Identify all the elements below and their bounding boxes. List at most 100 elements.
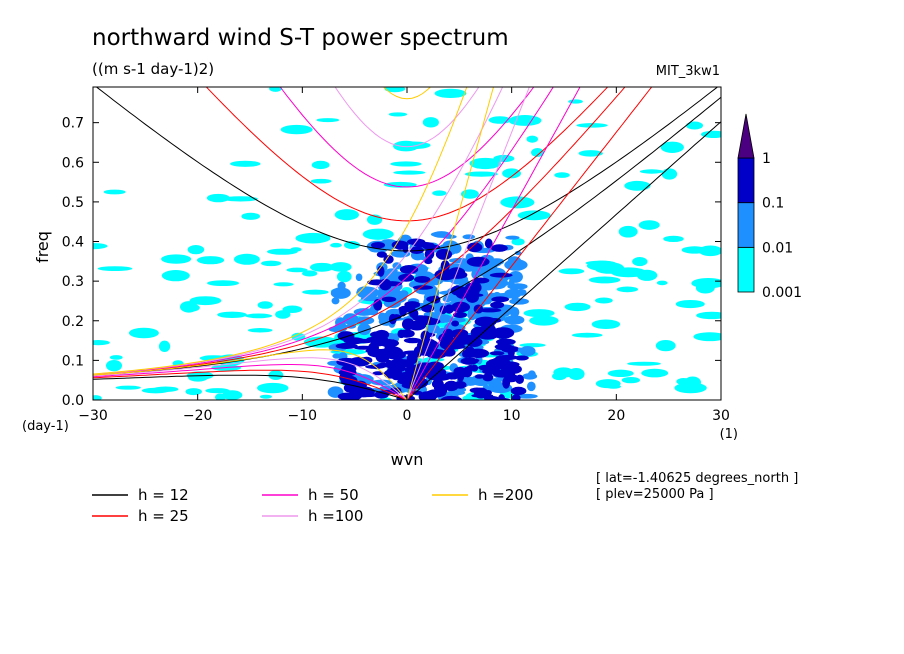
power-cell xyxy=(469,157,501,170)
power-cell xyxy=(523,309,555,318)
power-cell xyxy=(261,260,282,267)
dispersion-curve xyxy=(406,121,721,400)
power-cell xyxy=(93,395,102,400)
power-cell xyxy=(330,287,351,299)
power-cell xyxy=(564,302,591,312)
power-cell xyxy=(335,342,358,350)
power-cell xyxy=(624,180,651,191)
power-cell xyxy=(505,235,520,240)
power-cell xyxy=(503,366,521,372)
power-cell xyxy=(153,386,179,392)
x-tick-label: 10 xyxy=(503,408,521,424)
power-cell xyxy=(638,220,660,230)
power-cell xyxy=(377,265,385,277)
annotation-plev: [ plev=25000 Pa ] xyxy=(596,487,714,502)
power-cell xyxy=(474,316,497,327)
power-cell xyxy=(158,340,171,352)
power-cell xyxy=(223,196,258,202)
power-cell xyxy=(115,385,141,390)
power-cell xyxy=(259,394,272,399)
colorbar-swatch xyxy=(737,157,755,204)
power-cell xyxy=(257,382,289,394)
power-cell xyxy=(467,242,483,253)
power-cell xyxy=(230,160,261,167)
power-cell xyxy=(485,332,495,338)
power-cell xyxy=(401,350,424,355)
power-cell xyxy=(507,283,528,290)
legend-label: h = 25 xyxy=(138,507,189,525)
chart-title: northward wind S-T power spectrum xyxy=(92,25,509,51)
power-cell xyxy=(185,388,202,396)
dispersion-curve xyxy=(279,87,535,188)
dispersion-curve xyxy=(93,87,554,375)
power-cell xyxy=(383,369,399,379)
power-cell xyxy=(478,364,492,371)
power-cell xyxy=(632,256,648,267)
power-cell xyxy=(286,267,308,273)
dispersion-curve xyxy=(334,87,480,148)
power-cell xyxy=(196,256,225,265)
power-cell xyxy=(343,241,361,250)
power-cell xyxy=(464,171,498,177)
power-cell xyxy=(161,270,190,282)
power-cell xyxy=(391,314,402,320)
power-cell xyxy=(660,141,684,153)
power-cell xyxy=(189,296,222,306)
power-cell xyxy=(474,374,485,379)
power-cell xyxy=(607,369,634,378)
power-cell xyxy=(109,355,123,360)
power-cell xyxy=(526,135,538,143)
y-tick-label: 0.6 xyxy=(62,155,84,171)
dispersion-curve xyxy=(93,87,504,375)
power-cell xyxy=(484,389,492,396)
x-tick-label: −20 xyxy=(183,408,213,424)
dispersion-curve xyxy=(406,87,530,400)
power-cell xyxy=(414,275,431,283)
power-cell xyxy=(187,245,205,255)
dispersion-curve xyxy=(406,87,495,400)
y-axis-label: freq xyxy=(33,231,52,263)
power-cell xyxy=(510,386,527,396)
power-cell xyxy=(621,376,641,384)
dispersion-curve xyxy=(93,364,408,400)
colorbar-label: 0.01 xyxy=(762,240,793,256)
power-cell xyxy=(448,372,455,380)
power-cell xyxy=(514,250,522,256)
power-cell xyxy=(616,286,639,293)
dispersion-curve xyxy=(205,87,609,222)
power-cell xyxy=(591,319,621,330)
power-cell xyxy=(372,371,384,376)
power-cell xyxy=(161,254,192,264)
power-cell xyxy=(385,350,406,360)
power-cell xyxy=(442,296,453,303)
power-cell xyxy=(388,112,408,117)
power-cell xyxy=(269,87,282,92)
power-cell xyxy=(374,390,389,399)
power-cell xyxy=(280,124,313,135)
power-cell xyxy=(368,342,379,354)
power-cell xyxy=(128,327,159,339)
power-cell xyxy=(393,170,426,175)
y-tick-label: 0.0 xyxy=(62,393,84,409)
power-cell xyxy=(482,373,494,382)
power-cell xyxy=(440,395,462,400)
power-cell xyxy=(331,297,340,305)
power-cell xyxy=(490,262,498,272)
power-cell xyxy=(477,308,502,313)
power-cell xyxy=(588,276,621,284)
colorbar-swatch xyxy=(737,113,755,159)
power-cell xyxy=(505,371,516,379)
power-cell xyxy=(404,364,427,376)
power-cell xyxy=(495,354,519,361)
power-cell xyxy=(367,279,387,286)
power-cell xyxy=(498,309,518,314)
power-cell xyxy=(412,285,434,290)
power-cell xyxy=(257,301,273,309)
power-cell xyxy=(241,212,261,220)
power-cell xyxy=(497,394,506,400)
power-cell xyxy=(448,270,468,279)
power-cell xyxy=(370,331,384,338)
power-cell xyxy=(350,388,374,395)
power-cell xyxy=(402,243,409,253)
power-cell xyxy=(393,140,419,152)
